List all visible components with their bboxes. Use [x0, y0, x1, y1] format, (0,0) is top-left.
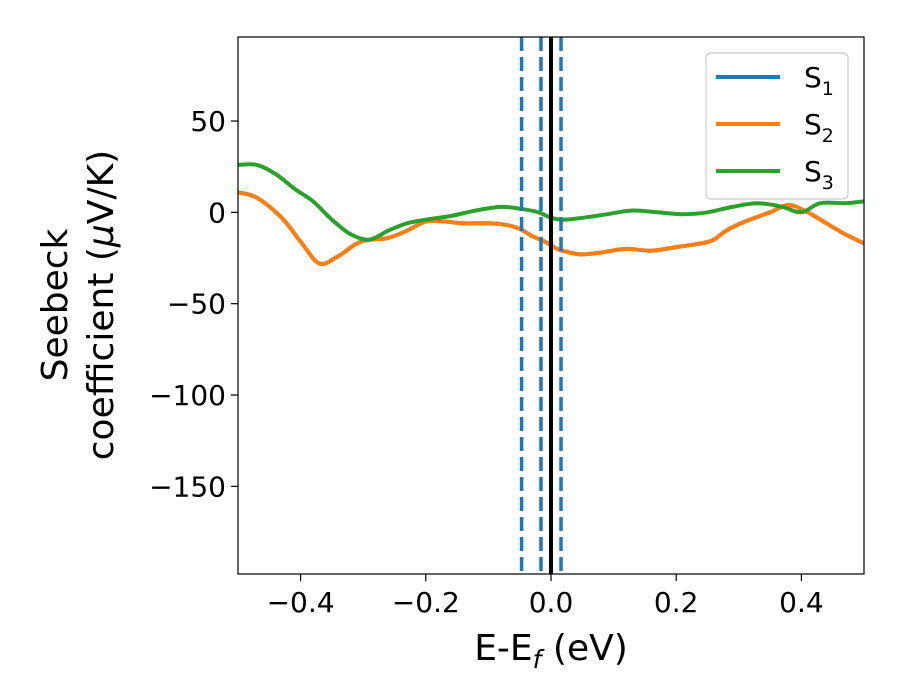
x-tick-label: −0.2: [392, 586, 460, 619]
x-tick-label: 0.2: [654, 586, 699, 619]
y-axis-label-line2: coefficient (μV/K): [81, 150, 122, 460]
y-ticks: 50 0 −50 −100 −150: [149, 105, 238, 503]
legend: S1 S2 S3: [705, 52, 849, 200]
vertical-lines: [519, 37, 563, 574]
legend-label: S1: [804, 61, 834, 100]
x-tick-label: 0.4: [779, 586, 824, 619]
y-tick-label: 50: [190, 105, 226, 138]
x-tick-label: 0.0: [529, 586, 574, 619]
legend-label: S2: [804, 108, 834, 147]
y-tick-label: −100: [149, 379, 226, 412]
y-tick-label: 0: [208, 196, 226, 229]
series-line-s2: [238, 190, 864, 267]
y-axis-label: Seebeck coefficient (μV/K): [35, 150, 122, 460]
x-ticks: −0.4 −0.2 0.0 0.2 0.4: [267, 574, 824, 619]
x-axis-label: E-Ef (eV): [474, 628, 628, 674]
y-tick-label: −150: [149, 470, 226, 503]
series-layer: [238, 162, 864, 267]
x-tick-label: −0.4: [267, 586, 335, 619]
y-axis-label-line1: Seebeck: [35, 228, 76, 381]
y-tick-label: −50: [167, 288, 226, 321]
legend-label: S3: [804, 155, 834, 194]
series-line-s3: [238, 162, 864, 242]
